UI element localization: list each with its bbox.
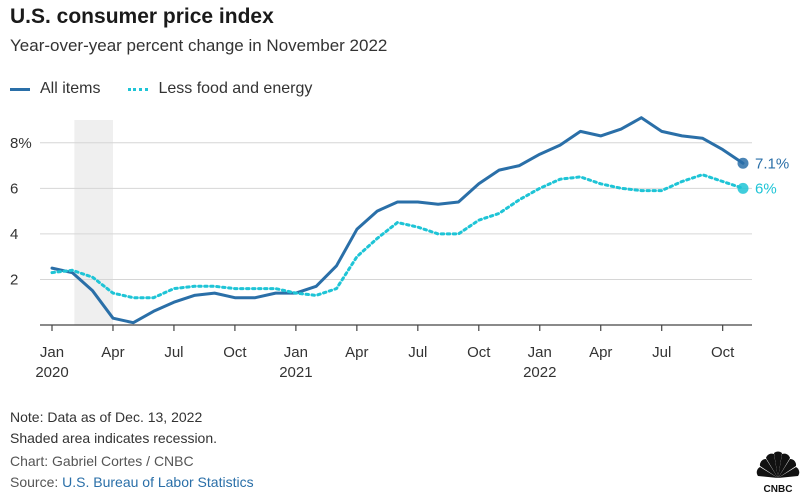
source-link[interactable]: U.S. Bureau of Labor Statistics xyxy=(62,474,254,490)
x-tick-label: Jul xyxy=(164,344,183,361)
legend-item-core: Less food and energy xyxy=(128,80,312,98)
chart-credits: Chart: Gabriel Cortes / CNBC Source: U.S… xyxy=(10,451,254,493)
x-tick-label: Apr xyxy=(589,344,612,361)
credit-author: Chart: Gabriel Cortes / CNBC xyxy=(10,453,194,469)
x-tick-label: Oct xyxy=(223,344,247,361)
note-recession: Shaded area indicates recession. xyxy=(10,430,218,446)
y-tick-label: 6 xyxy=(10,180,18,197)
chart-notes: Note: Data as of Dec. 13, 2022 Shaded ar… xyxy=(10,407,217,449)
legend: All items Less food and energy xyxy=(10,80,340,98)
note-data-date: Note: Data as of Dec. 13, 2022 xyxy=(10,409,203,425)
y-tick-label: 8% xyxy=(10,135,32,152)
end-point-core xyxy=(737,182,749,194)
x-tick-year-label: 2022 xyxy=(523,364,556,381)
x-tick-year-label: 2020 xyxy=(35,364,68,381)
x-tick-label: Jul xyxy=(408,344,427,361)
end-label-all-items: 7.1% xyxy=(755,155,789,172)
end-point-all-items xyxy=(737,157,749,169)
x-tick-label: Oct xyxy=(711,344,735,361)
series-line-all-items xyxy=(50,116,745,325)
x-tick-label: Jul xyxy=(652,344,671,361)
x-tick-label: Jan xyxy=(528,344,552,361)
x-tick-label: Apr xyxy=(101,344,124,361)
y-tick-label: 4 xyxy=(10,226,18,243)
x-tick-label: Jan xyxy=(284,344,308,361)
source-prefix: Source: xyxy=(10,474,63,490)
x-tick-year-label: 2021 xyxy=(279,364,312,381)
chart-subtitle: Year-over-year percent change in Novembe… xyxy=(10,36,388,55)
y-tick-label: 2 xyxy=(10,271,18,288)
cnbc-peacock-logo: CNBC xyxy=(756,451,800,495)
chart-title: U.S. consumer price index xyxy=(10,5,274,28)
legend-item-all-items: All items xyxy=(10,80,100,98)
series-line-core xyxy=(50,173,745,300)
legend-label-all-items: All items xyxy=(40,80,101,97)
x-tick-label: Oct xyxy=(467,344,491,361)
cpi-line-chart: 2 4 6 8% Jan 2020 Apr Jul Oct Jan 2021 Apr Jul Oct Jan… xyxy=(10,116,789,381)
legend-swatch-solid-line xyxy=(10,87,30,91)
x-tick-label: Jan xyxy=(40,344,64,361)
legend-swatch-dotted-line xyxy=(128,87,149,91)
end-label-core: 6% xyxy=(755,180,777,197)
legend-label-core: Less food and energy xyxy=(158,80,313,97)
logo-wordmark: CNBC xyxy=(764,484,793,495)
x-tick-label: Apr xyxy=(345,344,368,361)
credit-source: Source: U.S. Bureau of Labor Statistics xyxy=(10,472,254,493)
